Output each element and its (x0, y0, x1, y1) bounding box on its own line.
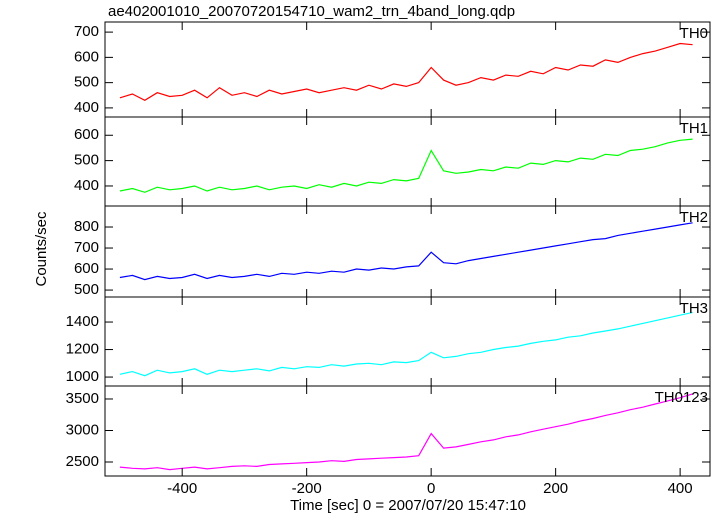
y-tick-label: 3000 (66, 421, 99, 438)
x-tick-label: 200 (543, 480, 568, 497)
y-tick-label: 500 (74, 152, 99, 169)
y-tick-label: 800 (74, 218, 99, 235)
y-tick-label: 600 (74, 126, 99, 143)
y-tick-label: 700 (74, 239, 99, 256)
y-tick-label: 2500 (66, 453, 99, 470)
panel-label: TH1 (680, 120, 708, 137)
y-tick-label: 500 (74, 281, 99, 298)
panel-label: TH3 (680, 300, 708, 317)
x-tick-label: 400 (668, 480, 693, 497)
x-tick-label: 0 (427, 480, 435, 497)
data-line (119, 311, 693, 377)
y-tick-label: 400 (74, 99, 99, 116)
panel-label: TH2 (680, 209, 708, 226)
y-axis-label: Counts/sec (33, 211, 50, 287)
data-line (119, 42, 693, 101)
data-line (119, 138, 693, 193)
y-tick-label: 400 (74, 177, 99, 194)
y-tick-label: 700 (74, 23, 99, 40)
panel-label: TH0123 (655, 389, 708, 406)
panel-label: TH0 (680, 25, 708, 42)
chart-title: ae402001010_20070720154710_wam2_trn_4ban… (108, 3, 515, 20)
panel-frame (104, 385, 711, 477)
panel-frame (104, 205, 711, 298)
data-line (119, 222, 693, 281)
panel-frame (104, 21, 711, 118)
data-line (119, 393, 693, 471)
y-tick-label: 500 (74, 74, 99, 91)
panel-frame (104, 296, 711, 387)
x-tick-label: -400 (167, 480, 197, 497)
y-tick-label: 3500 (66, 390, 99, 407)
x-axis-label: Time [sec] 0 = 2007/07/20 15:47:10 (290, 497, 526, 514)
y-tick-label: 1200 (66, 341, 99, 358)
y-tick-label: 600 (74, 48, 99, 65)
x-tick-label: -200 (292, 480, 322, 497)
y-tick-label: 1000 (66, 368, 99, 385)
panel-frame (104, 116, 711, 207)
y-tick-label: 1400 (66, 313, 99, 330)
y-tick-label: 600 (74, 260, 99, 277)
